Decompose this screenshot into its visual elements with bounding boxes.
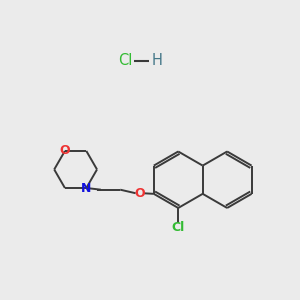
Text: H: H bbox=[152, 53, 162, 68]
Text: O: O bbox=[134, 187, 145, 200]
Text: N: N bbox=[81, 182, 92, 194]
Text: O: O bbox=[60, 144, 70, 158]
Text: Cl: Cl bbox=[118, 53, 132, 68]
Text: Cl: Cl bbox=[172, 221, 185, 234]
